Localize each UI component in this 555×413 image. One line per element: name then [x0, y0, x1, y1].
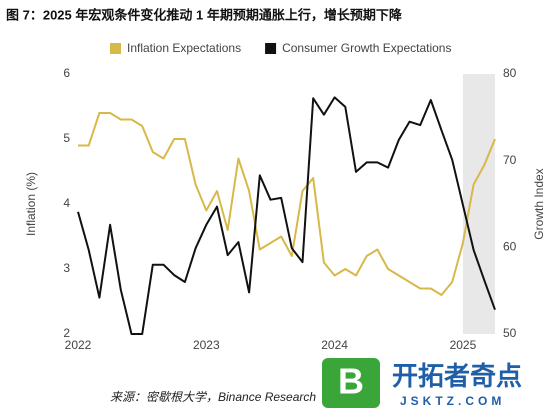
legend-swatch — [110, 43, 121, 54]
watermark-url: JSKTZ.COM — [400, 394, 505, 408]
legend-swatch — [265, 43, 277, 54]
legend-label: Consumer Growth Expectations — [282, 41, 451, 55]
y-tick-label: 2 — [63, 326, 70, 340]
x-tick-label: 2022 — [65, 338, 92, 352]
x-tick-label: 2024 — [321, 338, 348, 352]
y-tick-label: 3 — [63, 261, 70, 275]
watermark-icon — [322, 358, 380, 408]
legend-label: Inflation Expectations — [127, 41, 241, 55]
y-tick-label: 6 — [63, 66, 70, 80]
chart-title: 图 7：2025 年宏观条件变化推动 1 年期预期通胀上行，增长预期下降 — [6, 7, 403, 22]
y2-axis-label: Growth Index — [532, 168, 546, 239]
series-line — [78, 112, 496, 296]
highlight-region — [462, 74, 495, 334]
source: 来源：密歇根大学，Binance Research — [110, 390, 316, 404]
series-line — [77, 96, 496, 335]
x-tick-label: 2023 — [193, 338, 220, 352]
y2-tick-label: 70 — [503, 153, 517, 167]
y-axis-label: Inflation (%) — [24, 172, 38, 236]
watermark: B 开拓者奇点 JSKTZ.COM — [318, 354, 555, 413]
x-tick-label: 2025 — [450, 338, 477, 352]
watermark-icon-text: B — [338, 361, 364, 402]
y-tick-label: 5 — [63, 131, 70, 145]
y-tick-label: 4 — [63, 196, 70, 210]
watermark-title: 开拓者奇点 — [392, 361, 522, 391]
y2-tick-label: 60 — [503, 240, 517, 254]
y2-tick-label: 80 — [503, 66, 517, 80]
y2-tick-label: 50 — [503, 326, 517, 340]
